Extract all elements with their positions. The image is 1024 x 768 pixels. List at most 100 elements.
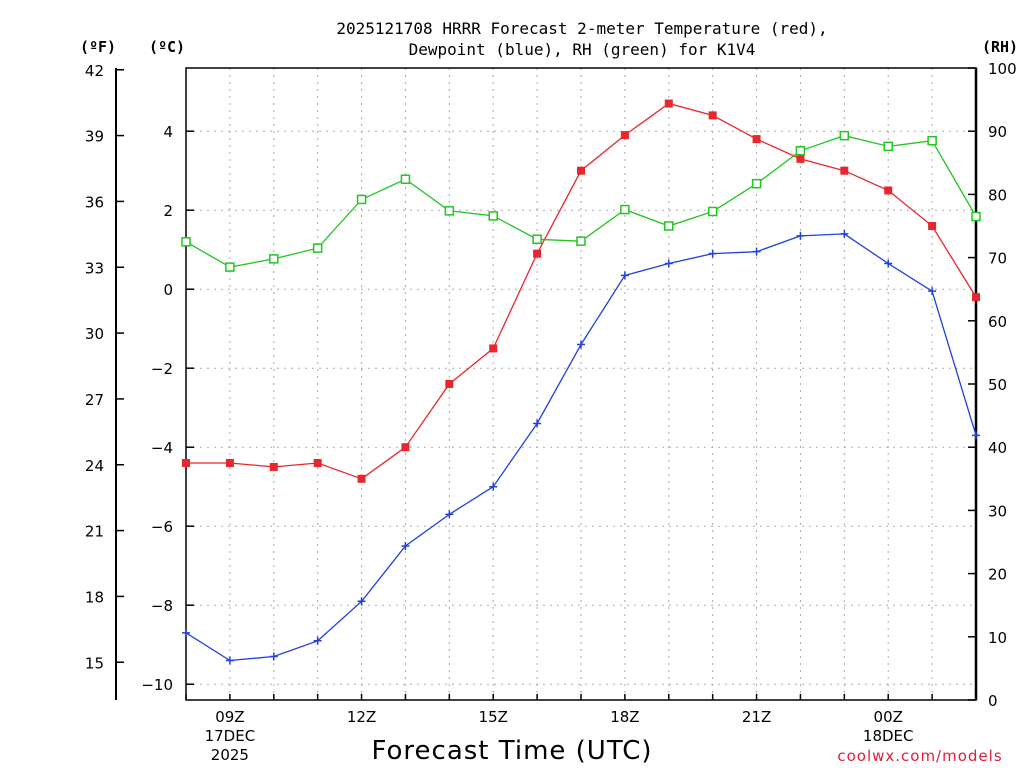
dewpoint-point [752, 247, 761, 256]
celsius-tick-label: 4 [163, 123, 173, 141]
temperature-point [972, 293, 980, 302]
dewpoint-point [884, 259, 893, 268]
rh-tick-label: 20 [988, 566, 1007, 584]
dewpoint-point [489, 482, 498, 491]
temperature-point [752, 135, 761, 144]
x-tick-label: 18DEC [863, 727, 914, 745]
temperature-point [664, 99, 673, 108]
x-tick-label: 09Z [215, 708, 244, 726]
celsius-tick-label: −10 [141, 676, 173, 694]
dewpoint-point [577, 340, 585, 349]
rh-tick-label: 70 [988, 250, 1007, 268]
temperature-point [577, 166, 585, 175]
x-axis-title: Forecast Time (UTC) [371, 736, 652, 766]
rh-tick-label: 60 [988, 313, 1007, 331]
x-tick-label: 18Z [610, 708, 639, 726]
dewpoint-point [708, 249, 717, 258]
rh-point [312, 243, 323, 253]
rh-point [664, 221, 674, 231]
x-tick-label: 00Z [874, 708, 903, 726]
rh-point [839, 130, 850, 141]
fahrenheit-tick-label: 42 [85, 62, 104, 80]
rh-tick-label: 10 [988, 629, 1007, 647]
rh-tick-label: 90 [988, 123, 1007, 141]
temperature-point [928, 222, 937, 230]
rh-point [444, 206, 455, 216]
fahrenheit-tick-label: 24 [85, 457, 104, 475]
x-tick-label: 15Z [479, 708, 508, 726]
x-tick-label: 17DEC [205, 727, 256, 745]
celsius-tick-label: −2 [151, 360, 173, 378]
temperature-point [533, 249, 542, 258]
rh-point [707, 206, 718, 217]
x-tick-label: 21Z [742, 708, 771, 726]
celsius-tick-label: 2 [163, 202, 173, 220]
celsius-tick-label: −8 [151, 597, 173, 615]
source-credit: coolwx.com/models [837, 747, 1002, 765]
rh-point [883, 141, 893, 152]
dewpoint-point [620, 271, 629, 280]
rh-point [751, 178, 762, 189]
dewpoint-point [972, 431, 980, 440]
celsius-tick-label: 0 [163, 281, 173, 299]
dewpoint-point [225, 656, 234, 665]
rh-point [971, 211, 981, 222]
dewpoint-point [357, 597, 366, 606]
temperature-point [269, 462, 278, 471]
fahrenheit-tick-label: 30 [85, 325, 104, 343]
temperature-point [182, 459, 190, 467]
dewpoint-point [269, 652, 278, 661]
rh-point [927, 135, 937, 146]
temperature-point [401, 443, 410, 452]
temperature-point [357, 474, 366, 483]
temperature-point [884, 186, 893, 195]
dewpoint-point [840, 229, 849, 238]
fahrenheit-unit-label: (ºF) [80, 38, 116, 56]
celsius-unit-label: (ºC) [149, 38, 185, 56]
celsius-tick-label: −6 [151, 518, 173, 536]
rh-point [795, 146, 806, 156]
grid-lines [186, 68, 976, 700]
rh-point [576, 236, 586, 246]
data-series [181, 99, 981, 665]
celsius-tick-label: −4 [151, 439, 173, 457]
x-tick-label: 2025 [211, 746, 249, 764]
rh-tick-label: 50 [988, 376, 1007, 394]
temperature-point [225, 459, 234, 467]
axes [115, 67, 978, 701]
dewpoint-point [313, 636, 322, 645]
dewpoint-point [796, 231, 805, 240]
fahrenheit-tick-label: 18 [85, 588, 104, 606]
rh-tick-label: 30 [988, 502, 1007, 520]
fahrenheit-tick-label: 36 [85, 193, 104, 211]
dewpoint-point [533, 419, 542, 428]
temperature-point [840, 166, 849, 175]
fahrenheit-tick-label: 15 [85, 654, 104, 672]
fahrenheit-tick-label: 27 [85, 391, 104, 409]
temperature-point [489, 344, 498, 353]
dewpoint-point [182, 628, 190, 637]
temperature-point [796, 154, 805, 163]
rh-tick-label: 40 [988, 439, 1007, 457]
axis-ticks: −10−8−6−4−202415182124273033363942010203… [85, 60, 1017, 764]
rh-point [532, 234, 542, 245]
chart-title-line-2: Dewpoint (blue), RH (green) for K1V4 [409, 40, 756, 59]
rh-tick-label: 80 [988, 186, 1007, 204]
rh-point [356, 194, 367, 205]
rh-tick-label: 0 [988, 692, 998, 710]
rh-tick-label: 100 [988, 60, 1017, 78]
dewpoint-point [401, 541, 410, 550]
rh-unit-label: (RH) [982, 38, 1018, 56]
temperature-point [620, 131, 629, 140]
x-tick-label: 12Z [347, 708, 376, 726]
temperature-point [708, 111, 717, 120]
rh-point [400, 174, 411, 184]
fahrenheit-tick-label: 39 [85, 128, 104, 146]
dewpoint-point [445, 510, 454, 519]
rh-point [225, 262, 235, 272]
rh-point [620, 204, 630, 215]
rh-point [269, 254, 279, 264]
rh-point [488, 211, 498, 221]
rh-point [181, 237, 191, 247]
fahrenheit-tick-label: 21 [85, 523, 104, 541]
